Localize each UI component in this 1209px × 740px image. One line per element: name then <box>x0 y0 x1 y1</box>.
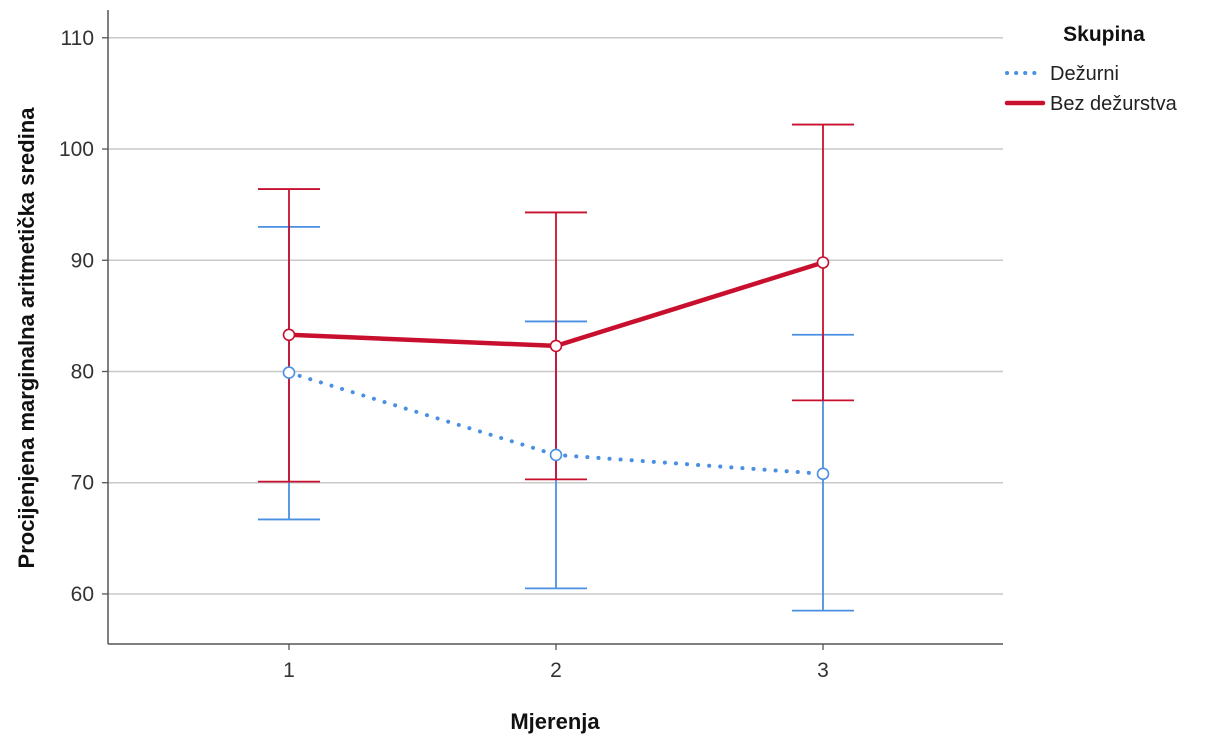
y-axis-title: Procijenjena marginalna aritmetička sred… <box>14 107 39 569</box>
legend-title: Skupina <box>1063 23 1145 46</box>
error-bars <box>258 123 854 612</box>
legend-label-0: Dežurni <box>1050 63 1119 85</box>
x-tick-label: 1 <box>283 659 295 682</box>
x-axis-title: Mjerenja <box>510 709 600 734</box>
legend: Skupina Dežurni Bez dežurstva <box>1004 23 1178 115</box>
axes <box>102 10 1003 650</box>
legend-label-1: Bez dežurstva <box>1050 93 1178 115</box>
x-tick-label: 3 <box>817 659 829 682</box>
series-0-point <box>282 366 296 379</box>
series-1-point <box>282 328 296 342</box>
y-tick-labels: 60 70 80 90 100 110 <box>59 27 94 606</box>
series-0-point <box>549 448 563 462</box>
y-tick-label: 80 <box>71 360 94 383</box>
y-tick-label: 100 <box>59 138 94 161</box>
series-1-point <box>816 256 830 269</box>
x-tick-label: 2 <box>550 659 562 682</box>
x-tick-labels: 1 2 3 <box>283 659 829 682</box>
series-1-point <box>549 339 563 353</box>
y-tick-label: 90 <box>71 249 94 272</box>
series-0-point <box>816 467 830 481</box>
y-tick-label: 70 <box>71 472 94 495</box>
y-tick-label: 110 <box>61 27 94 50</box>
series-points <box>282 256 830 481</box>
y-tick-label: 60 <box>71 583 94 606</box>
